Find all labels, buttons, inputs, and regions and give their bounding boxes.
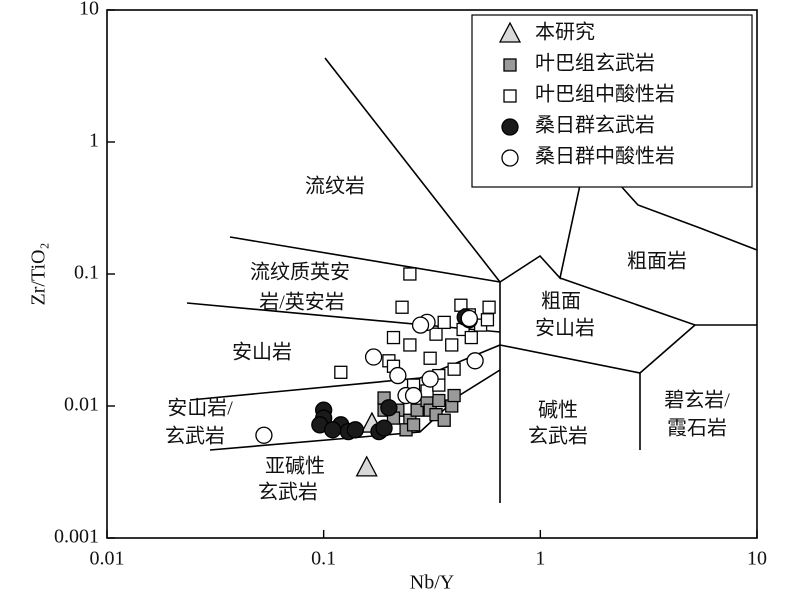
circle-marker	[255, 426, 273, 444]
square-marker	[386, 330, 401, 345]
legend	[471, 14, 753, 188]
field-label: 玄武岩	[165, 425, 225, 448]
field-label: 粗面岩	[627, 250, 687, 273]
circle-marker	[346, 421, 364, 439]
x-tick-label: 0.1	[311, 548, 336, 570]
legend-marker	[501, 118, 519, 136]
legend-marker	[503, 89, 517, 103]
square-marker	[437, 315, 451, 330]
boundary	[499, 324, 696, 374]
square-marker	[482, 300, 496, 314]
y-tick-label: 10	[79, 0, 99, 20]
legend-label: 桑日群中酸性岩	[535, 145, 675, 168]
field-label: 安山岩/	[167, 397, 233, 420]
square-marker	[395, 300, 409, 314]
legend-label: 桑日群玄武岩	[535, 114, 655, 137]
square-marker	[429, 327, 443, 341]
field-label: 安山岩	[232, 341, 292, 364]
square-marker	[445, 338, 459, 352]
square-marker	[447, 362, 461, 376]
legend-marker	[503, 58, 517, 72]
field-label: 岩/英安岩	[259, 291, 345, 314]
square-marker	[447, 388, 461, 403]
square-marker	[437, 413, 451, 427]
legend-marker	[501, 149, 519, 167]
x-tick-label: 1	[535, 548, 545, 570]
square-marker	[334, 365, 348, 379]
circle-marker	[380, 399, 398, 417]
x-axis-label: Nb/Y	[410, 572, 454, 594]
legend-label: 本研究	[535, 21, 595, 44]
x-tick-label: 0.01	[90, 548, 125, 570]
field-label: 碧玄岩/	[664, 389, 730, 412]
circle-marker	[364, 348, 383, 366]
y-tick-label: 0.01	[64, 394, 99, 416]
square-marker	[403, 338, 417, 352]
y-tick-label: 0.001	[54, 526, 99, 548]
square-marker	[432, 393, 446, 408]
circle-marker	[375, 419, 393, 437]
circle-marker	[466, 352, 484, 370]
x-tick-label: 10	[747, 548, 767, 570]
circle-marker	[323, 421, 342, 439]
y-tick-label: 0.1	[74, 262, 99, 284]
y-axis-label: Zr/TiO₂	[28, 243, 50, 306]
field-label: 安山岩	[535, 317, 595, 340]
circle-marker	[421, 370, 439, 388]
field-label: 玄武岩	[528, 425, 588, 448]
field-label: 碱性	[538, 399, 578, 422]
legend-marker	[498, 21, 522, 43]
boundary	[324, 57, 501, 283]
square-marker	[406, 418, 421, 432]
square-marker	[403, 267, 417, 281]
legend-label: 叶巴组玄武岩	[535, 52, 655, 75]
legend-label: 叶巴组中酸性岩	[535, 83, 675, 106]
square-marker	[480, 313, 495, 327]
square-marker	[410, 403, 424, 417]
field-label: 霞石岩	[667, 417, 727, 440]
y-tick-label: 1	[89, 130, 99, 152]
triangle-marker	[355, 455, 378, 477]
square-marker	[464, 330, 478, 345]
circle-marker	[411, 316, 430, 334]
square-marker	[423, 351, 437, 365]
boundary	[229, 236, 501, 283]
field-label: 亚碱性	[265, 455, 325, 478]
circle-marker	[460, 309, 478, 328]
circle-marker	[404, 386, 423, 405]
field-label: 玄武岩	[258, 481, 318, 504]
circle-marker	[389, 366, 407, 385]
field-label: 流纹质英安	[250, 261, 350, 284]
field-label: 流纹岩	[305, 175, 365, 198]
field-label: 粗面	[541, 290, 581, 313]
